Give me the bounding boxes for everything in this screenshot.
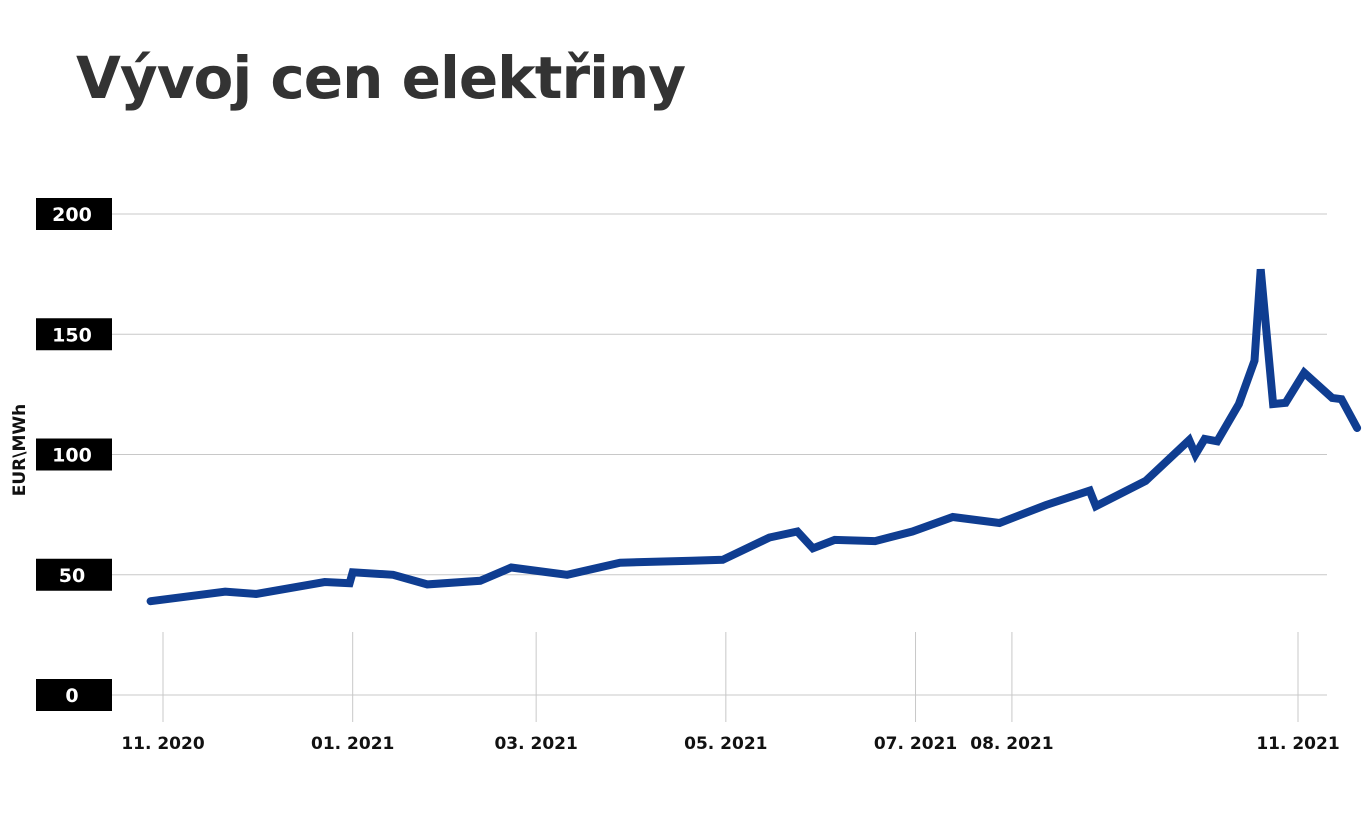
y-axis-ticks: 0 50 100 150 200: [36, 198, 112, 711]
y-tick-box: [36, 318, 112, 351]
y-tick-box: [36, 198, 112, 230]
x-tick-label: 11. 2020: [121, 734, 205, 754]
series-group: [146, 268, 1362, 606]
x-tick-label: 03. 2021: [494, 734, 577, 754]
y-tick-label: 0: [65, 685, 78, 707]
x-axis-ticks: 11. 2020 01. 2021 03. 2021 05. 2021 07. 2021…: [121, 734, 1339, 754]
x-tick-label: 11. 2021: [1256, 734, 1339, 754]
x-tick-label: 05. 2021: [684, 734, 767, 754]
series-line: [146, 268, 1362, 606]
y-tick-box: [36, 558, 112, 591]
vertical-gridlines: [162, 632, 1299, 722]
y-tick-label: 200: [52, 204, 92, 226]
y-tick-label: 100: [52, 445, 92, 467]
horizontal-gridlines: [112, 213, 1327, 696]
y-axis-label: EUR\MWh: [10, 404, 30, 497]
x-tick-label: 07. 2021: [874, 734, 957, 754]
chart-title: Vývoj cen elektřiny: [76, 44, 686, 112]
x-tick-label: 08. 2021: [970, 734, 1053, 754]
y-tick-label: 150: [52, 324, 92, 346]
y-tick-box: [36, 679, 112, 711]
y-tick-label: 50: [59, 565, 85, 587]
y-tick-box: [36, 438, 112, 471]
x-tick-label: 01. 2021: [311, 734, 394, 754]
